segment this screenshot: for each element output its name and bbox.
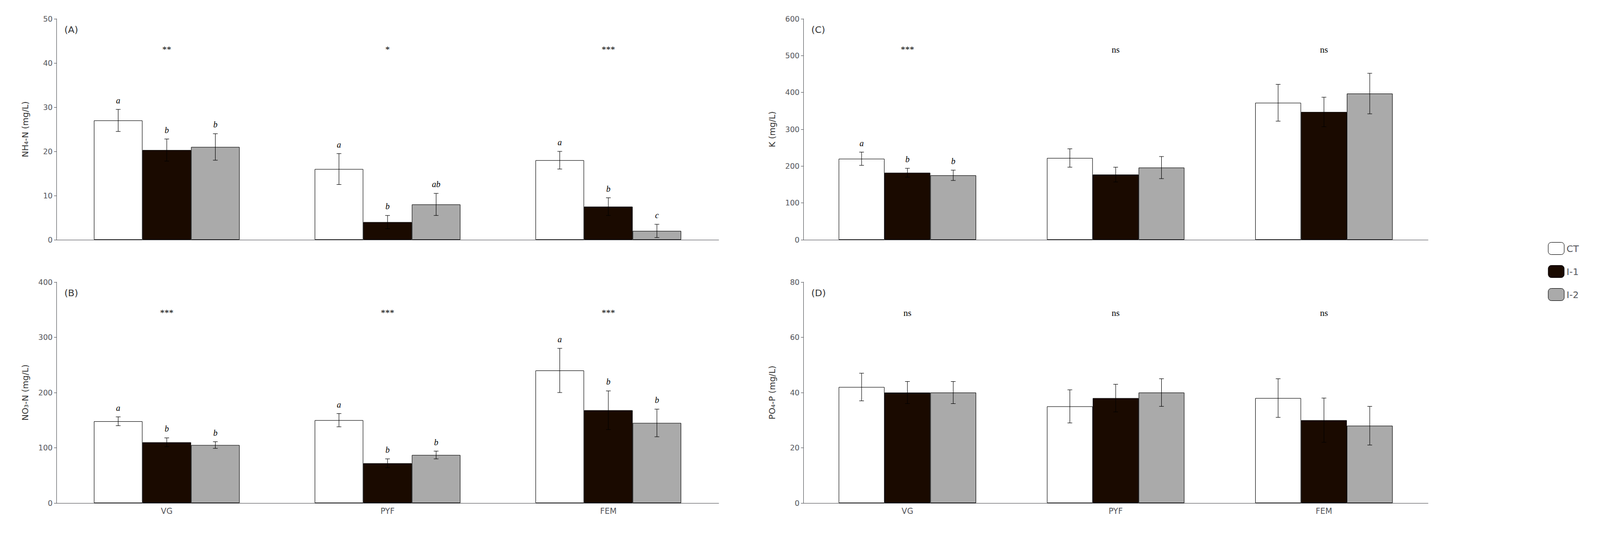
svg-text:b: b [213, 427, 218, 438]
svg-text:0: 0 [794, 498, 800, 508]
svg-text:a: a [557, 137, 562, 148]
svg-text:PO₄-P (mg/L): PO₄-P (mg/L) [767, 365, 777, 420]
svg-text:I-2: I-2 [1566, 288, 1579, 301]
svg-text:(C): (C) [811, 23, 826, 36]
svg-text:60: 60 [790, 332, 800, 342]
svg-text:NO₃-N (mg/L): NO₃-N (mg/L) [20, 364, 31, 421]
svg-text:b: b [385, 201, 390, 211]
svg-text:20: 20 [43, 147, 53, 156]
svg-text:300: 300 [784, 124, 800, 134]
svg-text:10: 10 [43, 191, 53, 201]
svg-text:300: 300 [38, 332, 53, 342]
svg-text:ns: ns [1320, 44, 1329, 55]
svg-text:80: 80 [790, 277, 800, 287]
svg-text:20: 20 [790, 442, 800, 452]
svg-text:*: * [385, 44, 390, 55]
svg-text:b: b [164, 125, 170, 135]
svg-text:VG: VG [901, 505, 914, 516]
svg-text:b: b [951, 156, 956, 166]
svg-text:c: c [654, 210, 659, 220]
svg-text:**: ** [162, 44, 172, 55]
svg-text:I-1: I-1 [1566, 265, 1579, 278]
svg-text:ns: ns [1111, 307, 1120, 318]
svg-text:0: 0 [794, 235, 800, 245]
svg-text:100: 100 [784, 198, 800, 208]
svg-text:50: 50 [43, 14, 53, 24]
svg-text:a: a [336, 139, 342, 150]
svg-text:a: a [859, 138, 864, 148]
svg-text:a: a [336, 399, 342, 410]
svg-text:0: 0 [47, 498, 53, 508]
svg-text:40: 40 [790, 388, 800, 397]
svg-text:b: b [434, 437, 439, 447]
svg-text:a: a [116, 403, 121, 413]
svg-text:b: b [606, 376, 611, 387]
svg-text:FEM: FEM [1315, 505, 1333, 516]
svg-text:PYF: PYF [1108, 505, 1123, 516]
svg-text:b: b [905, 154, 910, 164]
svg-text:FEM: FEM [599, 505, 617, 516]
svg-text:CT: CT [1566, 242, 1580, 255]
svg-text:***: *** [160, 307, 174, 318]
svg-text:30: 30 [43, 102, 53, 112]
svg-text:400: 400 [784, 87, 800, 97]
svg-text:b: b [213, 119, 218, 130]
svg-text:ns: ns [903, 307, 912, 318]
svg-text:ns: ns [1320, 307, 1329, 318]
svg-text:K (mg/L): K (mg/L) [767, 111, 777, 148]
svg-text:200: 200 [784, 161, 800, 171]
svg-text:200: 200 [38, 388, 53, 397]
svg-text:NH₄-N (mg/L): NH₄-N (mg/L) [20, 101, 31, 158]
svg-text:100: 100 [38, 442, 53, 452]
svg-text:ab: ab [431, 179, 441, 189]
svg-text:(D): (D) [811, 287, 826, 299]
svg-text:600: 600 [784, 14, 800, 24]
svg-text:(A): (A) [64, 23, 78, 36]
svg-text:VG: VG [161, 505, 173, 516]
svg-text:a: a [557, 334, 562, 344]
svg-text:***: *** [601, 307, 616, 318]
svg-text:***: *** [601, 44, 616, 55]
svg-text:***: *** [900, 44, 915, 55]
svg-text:400: 400 [38, 277, 53, 287]
svg-text:40: 40 [43, 58, 53, 68]
svg-text:***: *** [380, 307, 395, 318]
svg-text:500: 500 [784, 51, 800, 61]
svg-text:b: b [164, 423, 170, 434]
svg-text:b: b [385, 444, 390, 455]
svg-text:a: a [116, 95, 121, 106]
svg-text:0: 0 [47, 235, 53, 245]
svg-text:PYF: PYF [380, 505, 395, 516]
svg-text:(B): (B) [64, 287, 78, 299]
svg-text:ns: ns [1111, 44, 1120, 55]
svg-text:b: b [654, 395, 660, 405]
svg-text:b: b [606, 184, 611, 194]
